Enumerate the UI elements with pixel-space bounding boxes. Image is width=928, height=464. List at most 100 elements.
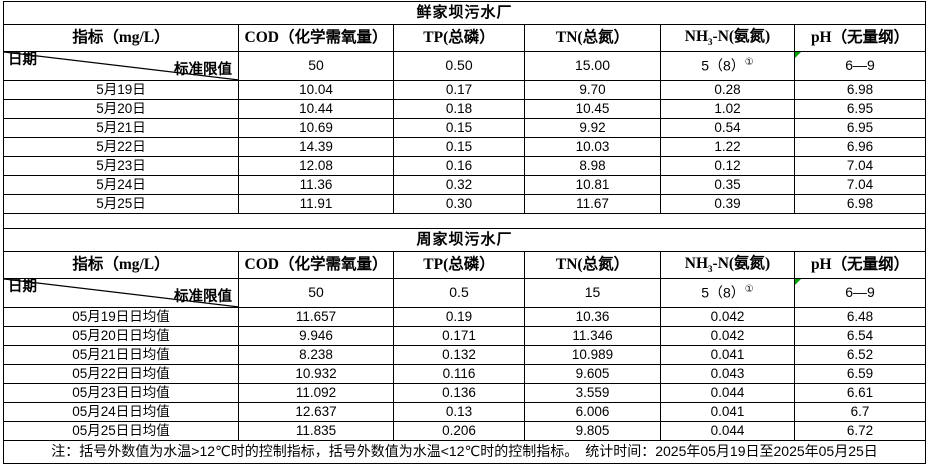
cell-ph: 6.54 xyxy=(793,326,927,346)
cell-tn: 9.805 xyxy=(524,421,661,441)
cell-ph: 6.98 xyxy=(793,194,927,214)
cell-cod: 14.39 xyxy=(238,137,394,157)
table-spacer-row xyxy=(2,213,927,229)
cell-cod: 10.04 xyxy=(238,80,394,100)
table-2-header-cod: COD（化学需氧量） xyxy=(238,251,394,279)
spacer-cell xyxy=(2,213,927,229)
cell-tn: 11.67 xyxy=(524,194,661,214)
table-row: 5月21日 10.69 0.15 9.92 0.54 6.95 xyxy=(3,118,927,138)
table-2-header-row: 指标（mg/L） COD（化学需氧量） TP(总磷） TN(总氮） NH3-N(… xyxy=(3,251,927,279)
table-2-split-right-label: 标准限值 xyxy=(174,289,232,306)
cell-nh3n: 0.044 xyxy=(660,421,795,441)
table-2-header-tn: TN(总氮） xyxy=(524,251,661,279)
table-1-header-ph: pH（无量纲） xyxy=(793,24,927,52)
limit-nh3n-value: 5（8） xyxy=(701,58,745,75)
table-row: 05月20日日均值 9.946 0.171 11.346 0.042 6.54 xyxy=(3,326,927,346)
nh3n-suffix: -N(氨氮) xyxy=(712,255,771,272)
table-2-header-nh3n: NH3-N(氨氮) xyxy=(660,251,795,279)
cell-tp: 0.17 xyxy=(393,80,525,100)
table-1-limit-ph: 6—9 xyxy=(793,51,927,81)
table-1-header-indicator: 指标（mg/L） xyxy=(3,24,239,52)
cell-tp: 0.15 xyxy=(393,137,525,157)
cell-cod: 12.08 xyxy=(238,156,394,176)
cell-tn: 10.81 xyxy=(524,175,661,195)
table-row: 5月20日 10.44 0.18 10.45 1.02 6.95 xyxy=(3,99,927,119)
cell-nh3n: 0.044 xyxy=(660,383,795,403)
table-1-standard-limit-row: 日期 标准限值 50 0.50 15.00 5（8）① 6—9 xyxy=(3,51,927,81)
table-1-limit-tp: 0.50 xyxy=(393,51,525,81)
cell-ph: 6.95 xyxy=(793,99,927,119)
cell-tn: 10.989 xyxy=(524,345,661,365)
cell-tn: 3.559 xyxy=(524,383,661,403)
table-1-split-header-cell: 日期 标准限值 xyxy=(3,51,239,81)
cell-date: 05月19日日均值 xyxy=(3,307,239,327)
cell-nh3n: 0.041 xyxy=(660,345,795,365)
cell-tn: 9.605 xyxy=(524,364,661,384)
table-row: 05月21日日均值 8.238 0.132 10.989 0.041 6.52 xyxy=(3,345,927,365)
table-1-split-right-label: 标准限值 xyxy=(174,62,232,79)
cell-date: 05月20日日均值 xyxy=(3,326,239,346)
cell-nh3n: 1.02 xyxy=(660,99,795,119)
table-row: 5月23日 12.08 0.16 8.98 0.12 7.04 xyxy=(3,156,927,176)
table-1-limit-cod: 50 xyxy=(238,51,394,81)
table-2-limit-nh3n: 5（8）① xyxy=(660,278,795,308)
cell-nh3n: 0.042 xyxy=(660,307,795,327)
cell-tn: 10.03 xyxy=(524,137,661,157)
cell-date: 5月19日 xyxy=(3,80,239,100)
cell-date: 5月20日 xyxy=(3,99,239,119)
table-2-title: 周家坝污水厂 xyxy=(2,228,927,252)
cell-nh3n: 1.22 xyxy=(660,137,795,157)
cell-ph: 6.48 xyxy=(793,307,927,327)
cell-cod: 10.932 xyxy=(238,364,394,384)
table-2-header-tp: TP(总磷） xyxy=(393,251,525,279)
cell-tp: 0.171 xyxy=(393,326,525,346)
cell-date: 5月21日 xyxy=(3,118,239,138)
table-2-limit-cod: 50 xyxy=(238,278,394,308)
table-2-limit-tp: 0.5 xyxy=(393,278,525,308)
table-2-header-ph: pH（无量纲） xyxy=(793,251,927,279)
cell-nh3n: 0.043 xyxy=(660,364,795,384)
table-2-split-header-cell: 日期 标准限值 xyxy=(3,278,239,308)
table-row: 5月24日 11.36 0.32 10.81 0.35 7.04 xyxy=(3,175,927,195)
cell-ph: 6.96 xyxy=(793,137,927,157)
limit-ph-value: 6—9 xyxy=(845,57,875,74)
table-1-header-tn: TN(总氮） xyxy=(524,24,661,52)
cell-nh3n: 0.041 xyxy=(660,402,795,422)
cell-date: 5月23日 xyxy=(3,156,239,176)
limit-nh3n-value: 5（8） xyxy=(701,285,745,302)
cell-tn: 8.98 xyxy=(524,156,661,176)
cell-date: 05月24日日均值 xyxy=(3,402,239,422)
cell-ph: 6.72 xyxy=(793,421,927,441)
cell-tn: 9.92 xyxy=(524,118,661,138)
table-1-split-left-label: 日期 xyxy=(8,52,37,68)
cell-cod: 11.092 xyxy=(238,383,394,403)
cell-date: 5月24日 xyxy=(3,175,239,195)
table-1-limit-nh3n: 5（8）① xyxy=(660,51,795,81)
cell-cod: 8.238 xyxy=(238,345,394,365)
cell-ph: 6.59 xyxy=(793,364,927,384)
table-row: 5月22日 14.39 0.15 10.03 1.22 6.96 xyxy=(3,137,927,157)
cell-ph: 6.95 xyxy=(793,118,927,138)
cell-date: 05月23日日均值 xyxy=(3,383,239,403)
table-1-header-row: 指标（mg/L） COD（化学需氧量） TP(总磷） TN(总氮） NH3-N(… xyxy=(3,24,927,52)
table-1-header-tp: TP(总磷） xyxy=(393,24,525,52)
cell-date: 05月22日日均值 xyxy=(3,364,239,384)
footer-note-row: 注：括号外数值为水温>12℃时的控制指标，括号外数值为水温<12℃时的控制指标。… xyxy=(2,440,927,464)
table-2-limit-ph: 6—9 xyxy=(793,278,927,308)
cell-tp: 0.132 xyxy=(393,345,525,365)
cell-tp: 0.136 xyxy=(393,383,525,403)
cell-nh3n: 0.54 xyxy=(660,118,795,138)
cell-tn: 10.45 xyxy=(524,99,661,119)
cell-tn: 9.70 xyxy=(524,80,661,100)
cell-nh3n: 0.39 xyxy=(660,194,795,214)
nh3n-subscript: 3 xyxy=(708,264,713,275)
cell-nh3n: 0.12 xyxy=(660,156,795,176)
cell-ph: 7.04 xyxy=(793,175,927,195)
nh3n-prefix: NH xyxy=(684,255,709,272)
table-2-standard-limit-row: 日期 标准限值 50 0.5 15 5（8）① 6—9 xyxy=(3,278,927,308)
table-1-header-nh3n: NH3-N(氨氮) xyxy=(660,24,795,52)
cell-ph: 6.52 xyxy=(793,345,927,365)
cell-cod: 11.36 xyxy=(238,175,394,195)
